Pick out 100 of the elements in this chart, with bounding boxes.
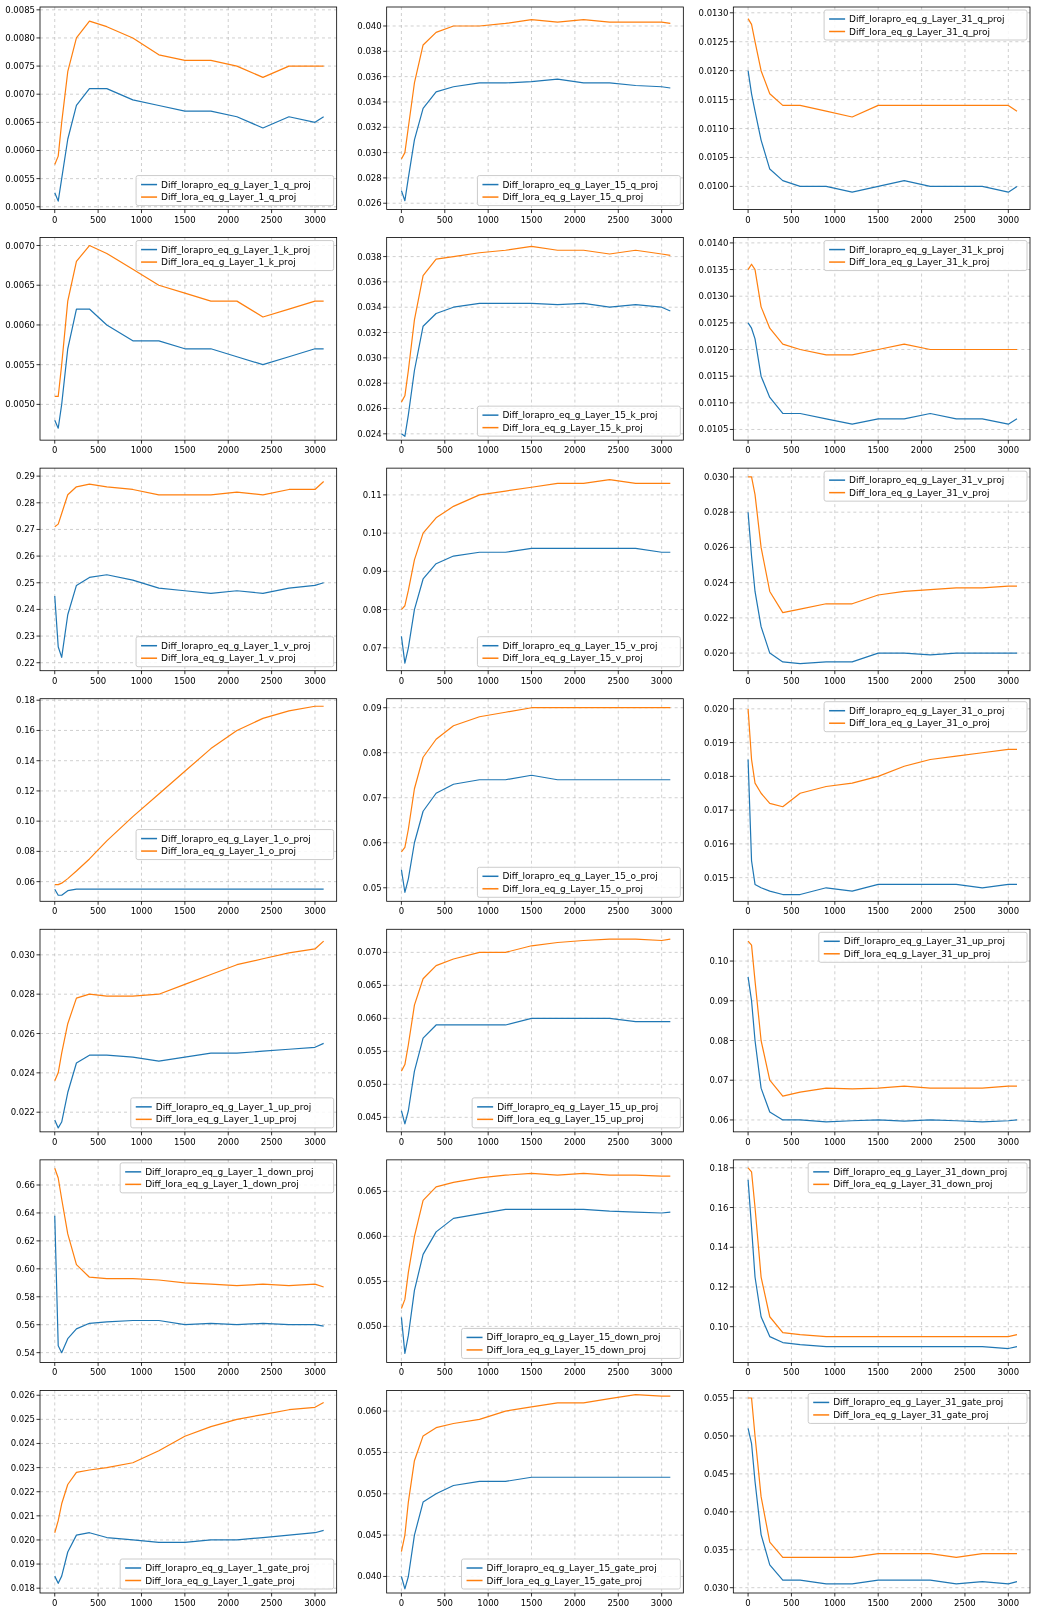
y-tick-label: 0.024 bbox=[10, 1067, 35, 1078]
x-tick-label: 2000 bbox=[217, 1136, 240, 1147]
x-tick-label: 1000 bbox=[130, 1598, 153, 1608]
y-tick-label: 0.019 bbox=[703, 737, 729, 748]
x-tick-label: 2500 bbox=[260, 214, 283, 225]
x-tick-label: 0 bbox=[398, 1136, 405, 1147]
y-tick-label: 0.028 bbox=[10, 989, 35, 1000]
x-tick-label: 2000 bbox=[564, 1136, 586, 1147]
y-tick-label: 0.024 bbox=[10, 1438, 35, 1449]
y-tick-label: 0.055 bbox=[703, 1393, 729, 1404]
y-tick-label: 0.16 bbox=[709, 1202, 729, 1213]
y-tick-label: 0.022 bbox=[10, 1486, 35, 1497]
y-tick-label: 0.08 bbox=[362, 747, 382, 758]
x-tick-label: 3000 bbox=[304, 214, 326, 225]
x-tick-label: 0 bbox=[745, 906, 751, 917]
line-series bbox=[747, 476, 1018, 614]
line-series bbox=[400, 302, 671, 437]
line-series bbox=[747, 976, 1018, 1123]
legend-label: Diff_lora_eq_g_Layer_15_o_proj bbox=[502, 883, 644, 894]
y-tick-label: 0.58 bbox=[16, 1291, 35, 1302]
line-series bbox=[747, 708, 1018, 808]
x-tick-label: 2500 bbox=[607, 1367, 630, 1378]
line-series bbox=[747, 758, 1018, 896]
y-tick-label: 0.050 bbox=[357, 1079, 382, 1090]
y-tick-label: 0.050 bbox=[357, 1488, 382, 1499]
y-tick-label: 0.0085 bbox=[5, 4, 35, 15]
y-tick-label: 0.05 bbox=[362, 882, 382, 893]
y-tick-label: 0.16 bbox=[16, 725, 35, 736]
y-tick-label: 0.23 bbox=[16, 631, 35, 642]
x-tick-label: 2500 bbox=[260, 1598, 283, 1608]
legend-label: Diff_lorapro_eq_g_Layer_15_v_proj bbox=[502, 640, 658, 651]
x-tick-label: 3000 bbox=[997, 1136, 1020, 1147]
y-tick-label: 0.28 bbox=[16, 497, 35, 508]
x-tick-label: 2500 bbox=[260, 445, 283, 456]
x-tick-label: 1000 bbox=[130, 445, 153, 456]
y-tick-label: 0.18 bbox=[709, 1162, 729, 1173]
x-tick-label: 1500 bbox=[520, 1367, 543, 1378]
y-tick-label: 0.07 bbox=[362, 642, 382, 653]
y-tick-label: 0.060 bbox=[357, 1406, 382, 1417]
x-tick-label: 1500 bbox=[520, 1598, 543, 1608]
legend-label: Diff_lorapro_eq_g_Layer_31_v_proj bbox=[849, 475, 1005, 486]
x-tick-label: 3000 bbox=[304, 675, 326, 686]
y-tick-label: 0.020 bbox=[703, 648, 729, 659]
x-tick-label: 500 bbox=[783, 214, 800, 225]
x-tick-label: 1500 bbox=[520, 214, 543, 225]
legend-label: Diff_lora_eq_g_Layer_15_q_proj bbox=[502, 192, 644, 203]
y-tick-label: 0.026 bbox=[10, 1028, 35, 1039]
legend-label: Diff_lorapro_eq_g_Layer_31_q_proj bbox=[849, 14, 1005, 24]
y-tick-label: 0.065 bbox=[357, 980, 382, 991]
y-tick-label: 0.0125 bbox=[698, 317, 729, 328]
line-series bbox=[54, 308, 325, 429]
y-tick-label: 0.06 bbox=[16, 876, 35, 887]
x-tick-label: 500 bbox=[436, 214, 453, 225]
x-tick-label: 500 bbox=[90, 675, 107, 686]
x-tick-label: 2000 bbox=[564, 1598, 586, 1608]
line-series bbox=[400, 479, 671, 611]
x-tick-label: 1000 bbox=[477, 675, 499, 686]
x-tick-label: 500 bbox=[783, 1367, 800, 1378]
x-tick-label: 500 bbox=[783, 906, 800, 917]
line-series bbox=[747, 17, 1018, 118]
y-tick-label: 0.065 bbox=[357, 1186, 382, 1197]
y-tick-label: 0.0060 bbox=[5, 145, 35, 156]
y-tick-label: 0.06 bbox=[362, 837, 382, 848]
y-tick-label: 0.08 bbox=[362, 604, 382, 615]
x-tick-label: 0 bbox=[745, 1136, 751, 1147]
y-tick-label: 0.028 bbox=[703, 507, 729, 518]
y-tick-label: 0.0125 bbox=[698, 36, 729, 47]
y-tick-label: 0.030 bbox=[357, 352, 382, 363]
x-tick-label: 3000 bbox=[997, 675, 1020, 686]
line-series bbox=[400, 938, 671, 1072]
x-tick-label: 1500 bbox=[867, 445, 890, 456]
x-tick-label: 1000 bbox=[477, 1598, 499, 1608]
x-tick-label: 500 bbox=[783, 1598, 800, 1608]
y-tick-label: 0.0115 bbox=[698, 94, 729, 105]
y-tick-label: 0.14 bbox=[709, 1242, 729, 1253]
y-tick-label: 0.64 bbox=[16, 1207, 35, 1218]
line-series bbox=[54, 940, 325, 1082]
y-tick-label: 0.050 bbox=[357, 1321, 382, 1332]
x-tick-label: 500 bbox=[90, 1598, 107, 1608]
line-series bbox=[54, 480, 325, 528]
y-tick-label: 0.030 bbox=[10, 949, 35, 960]
legend-label: Diff_lora_eq_g_Layer_15_gate_proj bbox=[486, 1575, 642, 1586]
y-tick-label: 0.0055 bbox=[5, 173, 35, 184]
line-series bbox=[400, 78, 671, 202]
y-tick-label: 0.055 bbox=[357, 1046, 382, 1057]
y-tick-label: 0.0060 bbox=[5, 319, 35, 330]
x-tick-label: 1500 bbox=[520, 445, 543, 456]
x-tick-label: 0 bbox=[745, 445, 751, 456]
legend-label: Diff_lora_eq_g_Layer_15_k_proj bbox=[502, 422, 643, 433]
legend-label: Diff_lorapro_eq_g_Layer_31_up_proj bbox=[843, 936, 1006, 947]
x-tick-label: 1500 bbox=[867, 1598, 890, 1608]
y-tick-label: 0.023 bbox=[10, 1462, 35, 1473]
x-tick-label: 1500 bbox=[520, 1136, 543, 1147]
x-tick-label: 1500 bbox=[174, 1136, 196, 1147]
legend-label: Diff_lorapro_eq_g_Layer_1_down_proj bbox=[145, 1166, 314, 1177]
y-tick-label: 0.22 bbox=[16, 657, 35, 668]
y-tick-label: 0.09 bbox=[709, 995, 729, 1006]
legend-label: Diff_lorapro_eq_g_Layer_1_v_proj bbox=[161, 640, 311, 651]
x-tick-label: 0 bbox=[52, 214, 58, 225]
x-tick-label: 3000 bbox=[997, 1598, 1020, 1608]
